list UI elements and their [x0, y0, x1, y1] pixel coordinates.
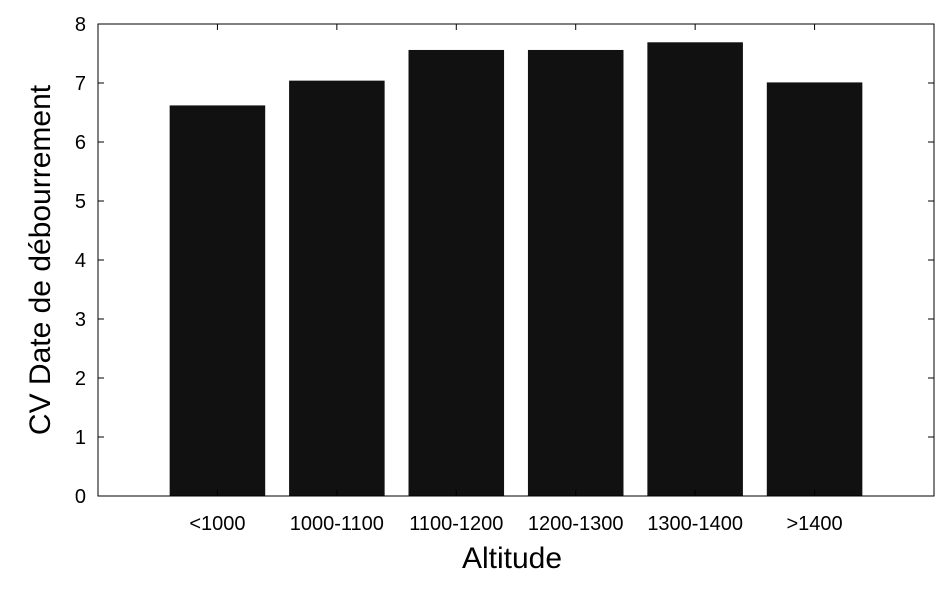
y-axis-ticks: 0 1 2 3 4 5 6 7 8 — [75, 14, 934, 508]
y-axis-label: CV Date de débourrement — [24, 84, 57, 435]
y-tick-label: 2 — [75, 368, 86, 390]
bar-3 — [408, 49, 505, 497]
bar-2 — [289, 80, 385, 496]
bar-6 — [766, 82, 863, 496]
x-axis-label: Altitude — [462, 542, 562, 575]
x-tick-label: 1200-1300 — [528, 513, 624, 535]
bar-4 — [527, 49, 624, 497]
bar-5 — [647, 42, 743, 496]
y-tick-label: 8 — [75, 14, 86, 36]
x-tick-label: 1300-1400 — [647, 513, 743, 535]
y-tick-label: 5 — [75, 191, 86, 213]
bars-group — [169, 42, 863, 497]
y-tick-label: 7 — [75, 73, 86, 95]
x-tick-label: <1000 — [189, 513, 245, 535]
y-tick-label: 6 — [75, 132, 86, 154]
y-tick-label: 4 — [75, 250, 86, 272]
y-tick-label: 0 — [75, 486, 86, 508]
x-tick-label: 1000-1100 — [290, 513, 384, 535]
x-tick-label: 1100-1200 — [409, 513, 503, 535]
x-axis-ticks: <1000 1000-1100 1100-1200 1200-1300 1300-140… — [189, 24, 843, 535]
bar-1 — [169, 105, 266, 497]
y-tick-label: 3 — [75, 309, 86, 331]
x-tick-label: >1400 — [786, 513, 842, 535]
y-tick-label: 1 — [75, 427, 86, 449]
